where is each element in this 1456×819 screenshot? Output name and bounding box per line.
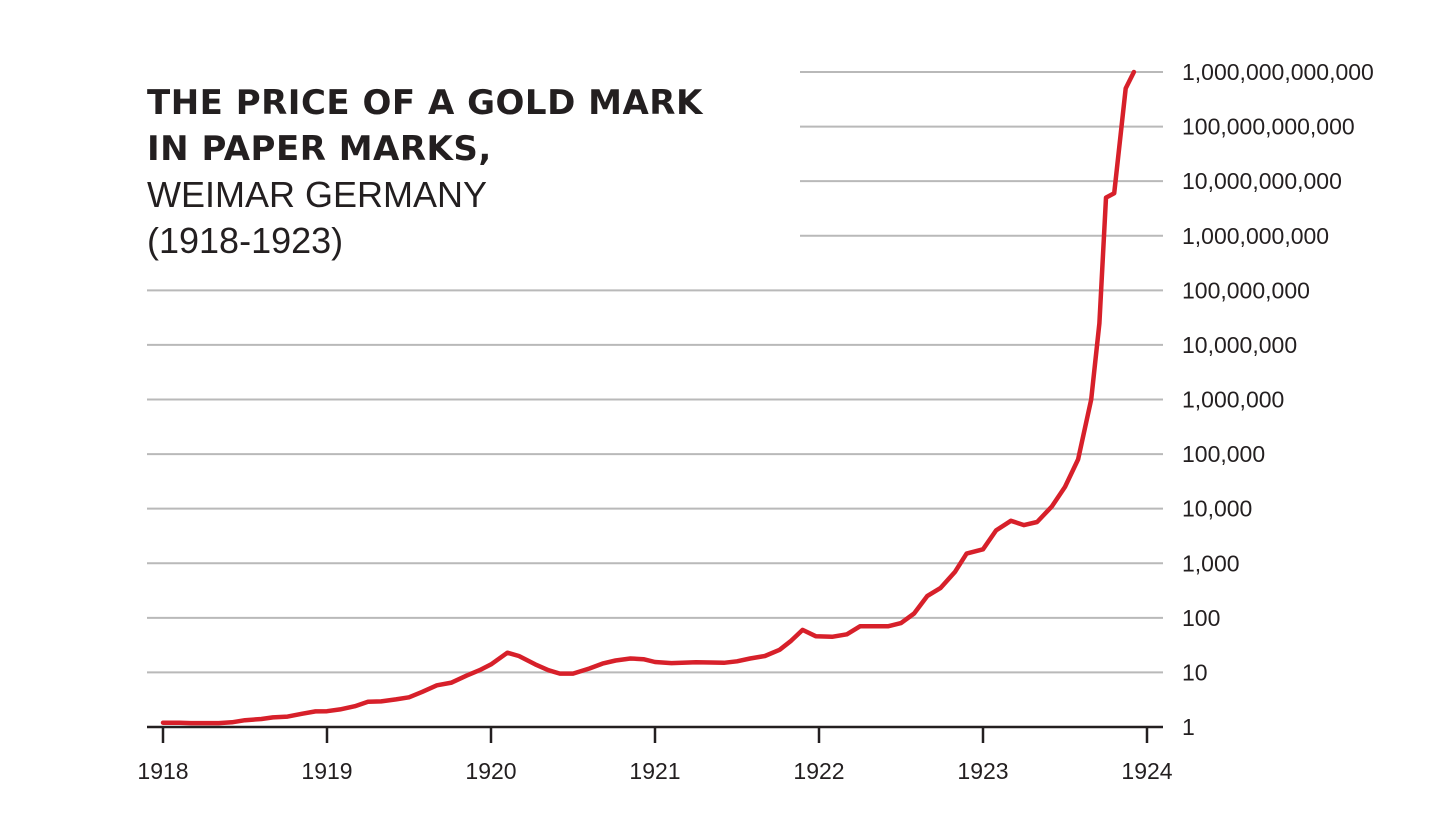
gridlines [147, 71, 1163, 674]
chart-title-line-2: IN PAPER MARKS, [147, 129, 492, 169]
y-tick-label: 1,000,000,000,000 [1182, 59, 1374, 85]
x-tick-label: 1920 [465, 758, 516, 784]
y-tick-label: 100,000 [1182, 441, 1265, 467]
series-line [160, 69, 1137, 726]
y-tick-label: 10,000,000,000 [1182, 168, 1342, 194]
y-tick-label: 100,000,000,000 [1182, 114, 1355, 140]
x-tick-label: 1924 [1121, 758, 1172, 784]
y-axis-tick-labels: 1 10 100 1,000 10,000 100,000 1,000,000 10,000,… [1182, 59, 1374, 740]
y-tick-label: 1,000 [1182, 550, 1240, 576]
x-tick-label: 1921 [629, 758, 680, 784]
y-tick-label: 10,000 [1182, 496, 1252, 522]
y-tick-label: 10,000,000 [1182, 332, 1297, 358]
y-tick-label: 1,000,000,000 [1182, 223, 1329, 249]
x-tick-label: 1919 [301, 758, 352, 784]
chart-title-block: THE PRICE OF A GOLD MARK IN PAPER MARKS,… [147, 80, 703, 264]
y-tick-label: 1 [1182, 714, 1195, 740]
x-tick-label: 1923 [957, 758, 1008, 784]
y-tick-label: 100 [1182, 605, 1220, 631]
y-tick-label: 100,000,000 [1182, 277, 1310, 303]
x-tick-label: 1918 [137, 758, 188, 784]
x-tick-label: 1922 [793, 758, 844, 784]
chart-subtitle-line-1: WEIMAR GERMANY [147, 174, 488, 215]
chart-subtitle-line-2: (1918-1923) [147, 220, 344, 261]
series-layer [160, 69, 1137, 726]
x-axis [147, 725, 1163, 743]
y-tick-label: 10 [1182, 659, 1208, 685]
x-axis-tick-labels: 1918 1919 1920 1921 1922 1923 1924 [137, 758, 1172, 784]
y-tick-label: 1,000,000 [1182, 387, 1284, 413]
chart-title-line-1: THE PRICE OF A GOLD MARK [147, 83, 703, 123]
